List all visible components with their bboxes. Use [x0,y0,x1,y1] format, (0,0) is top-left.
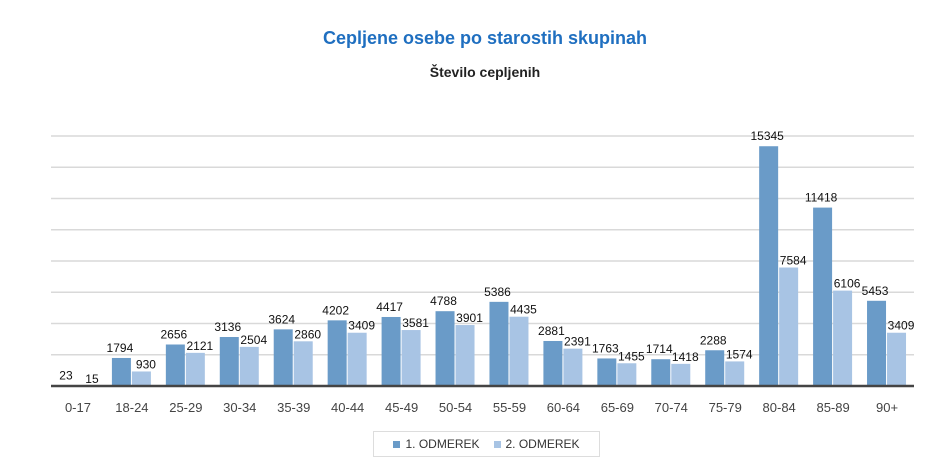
bar [705,350,725,386]
x-tick-label: 80-84 [763,400,796,415]
data-label: 1794 [107,341,134,355]
legend: 1. ODMEREK 2. ODMEREK [373,431,600,457]
legend-swatch [393,440,401,448]
bar [239,346,259,386]
x-tick-label: 70-74 [655,400,688,415]
bar [725,361,745,386]
data-label: 11418 [805,191,838,205]
data-label: 3624 [268,312,295,326]
data-label: 2391 [564,335,591,349]
data-label: 1455 [618,349,645,363]
data-label: 15 [85,372,99,386]
data-label: 2288 [700,333,727,347]
x-tick-label: 18-24 [115,400,148,415]
bar [813,207,833,386]
data-label: 15345 [750,129,784,143]
data-label: 6106 [834,277,861,291]
data-label: 23 [59,369,73,383]
x-tick-label: 35-39 [277,400,310,415]
bar [381,316,401,386]
bar [489,301,509,386]
bar [759,146,779,386]
bar [455,325,475,386]
data-label: 2860 [294,327,321,341]
x-tick-label: 45-49 [385,400,418,415]
x-tick-label: 0-17 [65,400,91,415]
x-tick-label: 25-29 [169,400,202,415]
data-label: 4435 [510,303,537,317]
data-label: 5386 [484,285,511,299]
bar [131,371,151,386]
x-tick-label: 30-34 [223,400,256,415]
legend-item-2: 2. ODMEREK [493,437,580,451]
data-label: 930 [136,357,156,371]
bar [401,330,421,386]
x-tick-label: 55-59 [493,400,526,415]
x-tick-label: 85-89 [816,400,849,415]
x-tick-label: 50-54 [439,400,472,415]
legend-swatch [493,440,501,448]
bar [219,337,239,386]
bar [327,320,347,386]
bar [779,267,799,386]
bar [563,348,583,386]
bar [347,332,367,386]
data-label: 1574 [726,347,753,361]
data-label: 5453 [862,284,889,298]
bar [435,311,455,386]
data-label: 2504 [240,333,267,347]
bar [185,352,205,386]
bar [273,329,293,386]
x-tick-label: 65-69 [601,400,634,415]
data-label: 2881 [538,324,565,338]
x-tick-label: 90+ [876,400,898,415]
data-label: 1763 [592,341,619,355]
chart-subtitle: Število cepljenih [429,64,541,80]
bar [509,316,529,386]
bar [111,357,131,386]
bar [671,363,691,386]
bar [887,332,907,386]
data-label: 2656 [160,328,187,342]
bar [597,358,617,386]
legend-label: 2. ODMEREK [505,437,580,451]
bar [293,341,313,386]
data-label: 3136 [214,320,241,334]
data-label: 3581 [402,316,429,330]
data-label: 4417 [376,300,403,314]
legend-label: 1. ODMEREK [405,437,480,451]
bar [543,340,563,386]
bar [833,290,853,386]
data-label: 3409 [348,319,375,333]
x-tick-label: 75-79 [709,400,742,415]
data-label: 7584 [780,254,807,268]
x-tick-label: 60-64 [547,400,580,415]
data-label: 1714 [646,342,673,356]
legend-item-1: 1. ODMEREK [393,437,480,451]
data-label: 3409 [888,319,915,333]
data-label: 3901 [456,311,483,325]
data-label: 1418 [672,350,699,364]
chart-title: Cepljene osebe po starostih skupinah [322,28,648,48]
data-label: 4788 [430,294,457,308]
bar [867,300,887,386]
data-label: 4202 [322,303,349,317]
x-tick-label: 40-44 [331,400,364,415]
data-label: 2121 [186,339,213,353]
bar [651,359,671,386]
bar [165,344,185,386]
bar [617,363,637,386]
